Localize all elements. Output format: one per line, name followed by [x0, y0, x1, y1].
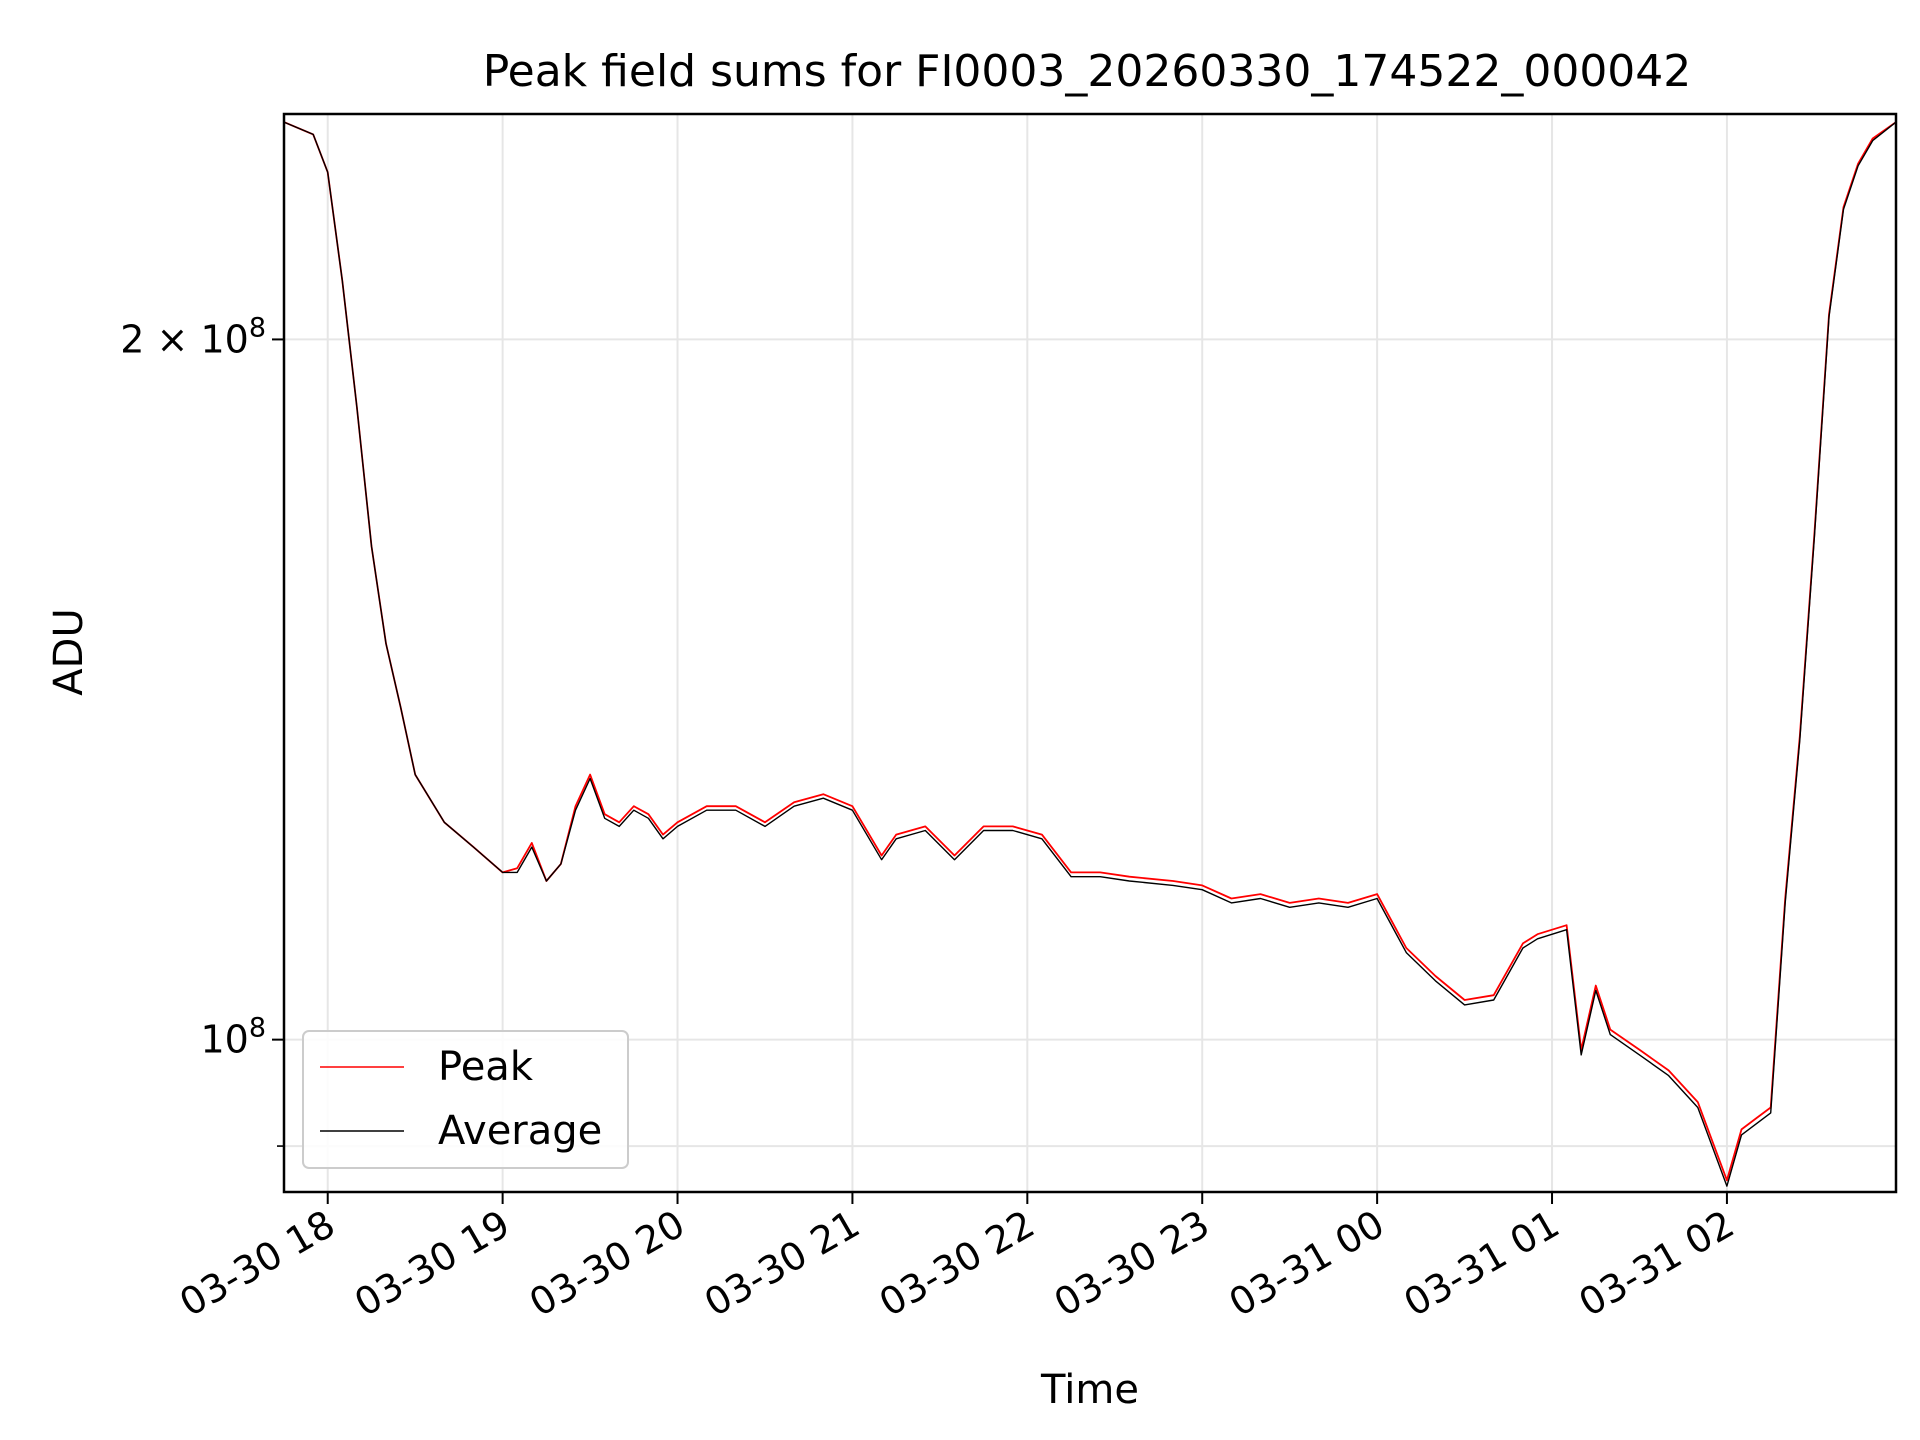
chart-title: Peak field sums for FI0003_20260330_1745…	[483, 46, 1692, 97]
y-axis-label: ADU	[46, 608, 92, 695]
y-axis: 2 × 108 108	[120, 312, 284, 1147]
series-line-average	[283, 121, 1897, 1187]
y-tick-label: 108	[200, 1013, 266, 1062]
grid	[284, 114, 1896, 1192]
series-line-peak	[283, 121, 1897, 1182]
plot-frame	[282, 112, 1898, 1194]
legend-box	[302, 1030, 629, 1169]
y-tick-label: 2 × 108	[120, 312, 266, 361]
series-lines	[283, 121, 1897, 1187]
legend-average-label: Average	[438, 1108, 602, 1154]
x-axis-label: Time	[1040, 1367, 1139, 1413]
legend: Peak Average	[302, 1030, 629, 1169]
legend-peak-label: Peak	[438, 1044, 534, 1090]
